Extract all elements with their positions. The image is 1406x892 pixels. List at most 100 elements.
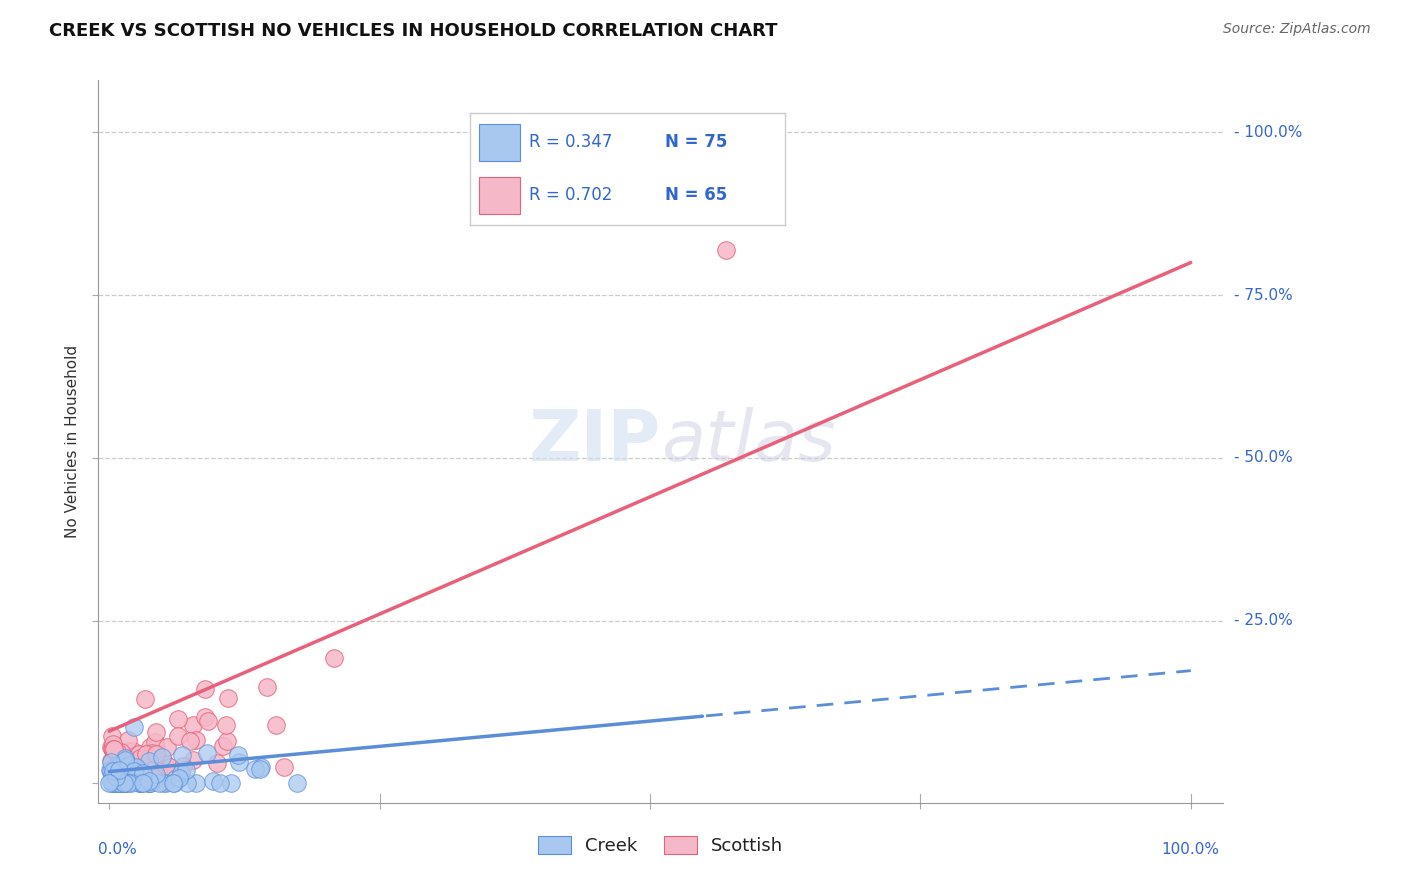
Point xyxy=(132,766,155,780)
Point xyxy=(101,741,124,756)
Point xyxy=(107,763,129,777)
Point xyxy=(256,680,278,694)
Point xyxy=(194,681,217,696)
Point xyxy=(117,752,139,766)
Point xyxy=(105,776,128,790)
Text: - 50.0%: - 50.0% xyxy=(1234,450,1292,466)
Point xyxy=(153,755,176,769)
Point xyxy=(118,760,141,774)
Point xyxy=(117,744,139,758)
Point xyxy=(195,747,218,761)
Text: Source: ZipAtlas.com: Source: ZipAtlas.com xyxy=(1223,22,1371,37)
Point xyxy=(141,746,163,760)
Point xyxy=(98,776,121,790)
Point xyxy=(166,713,188,727)
Point xyxy=(138,754,160,768)
Point xyxy=(243,762,266,776)
Text: CREEK VS SCOTTISH NO VEHICLES IN HOUSEHOLD CORRELATION CHART: CREEK VS SCOTTISH NO VEHICLES IN HOUSEHO… xyxy=(49,22,778,40)
Point xyxy=(145,725,167,739)
Point xyxy=(101,768,124,782)
Point xyxy=(217,733,239,747)
Point xyxy=(172,748,194,763)
Point xyxy=(264,718,287,732)
Point xyxy=(217,691,239,706)
Text: 100.0%: 100.0% xyxy=(1161,842,1220,857)
Point xyxy=(129,776,152,790)
Point xyxy=(110,776,132,790)
Point xyxy=(148,764,170,779)
Point xyxy=(155,766,177,780)
Point xyxy=(226,748,249,763)
Point xyxy=(98,763,121,777)
Point xyxy=(120,776,142,790)
Point xyxy=(112,776,135,790)
Point xyxy=(105,770,128,784)
Point xyxy=(131,768,153,782)
Point xyxy=(211,739,233,753)
Point xyxy=(162,776,184,790)
Point xyxy=(105,776,128,790)
Point xyxy=(103,776,125,790)
Point xyxy=(117,732,139,747)
Point xyxy=(155,775,177,789)
Point xyxy=(107,760,129,774)
Point xyxy=(101,764,124,778)
Point xyxy=(105,757,128,772)
Point xyxy=(148,776,170,790)
Point xyxy=(142,771,165,785)
Point xyxy=(156,770,179,784)
Point xyxy=(107,760,129,774)
Point xyxy=(184,732,207,747)
Point xyxy=(114,776,136,790)
Text: - 100.0%: - 100.0% xyxy=(1234,125,1302,140)
Point xyxy=(103,741,125,756)
Point xyxy=(104,770,127,784)
Point xyxy=(139,776,162,790)
Point xyxy=(585,138,607,153)
Point xyxy=(202,773,225,788)
Point xyxy=(134,692,156,706)
Point xyxy=(125,753,148,767)
Point xyxy=(145,747,167,761)
Text: - 75.0%: - 75.0% xyxy=(1234,287,1292,302)
Point xyxy=(152,776,174,790)
Point xyxy=(129,776,152,790)
Point xyxy=(181,753,204,767)
Point xyxy=(132,776,155,790)
Point xyxy=(101,740,124,755)
Point xyxy=(285,776,308,790)
Point xyxy=(108,776,131,790)
Point xyxy=(129,751,152,765)
Point xyxy=(179,734,201,748)
Point xyxy=(181,718,204,732)
Point xyxy=(273,759,295,773)
Point xyxy=(194,709,217,723)
Point xyxy=(124,759,146,773)
Point xyxy=(156,740,179,755)
Point xyxy=(122,720,145,734)
Point xyxy=(128,776,150,790)
Point xyxy=(249,762,271,776)
Point xyxy=(100,774,122,789)
Text: 0.0%: 0.0% xyxy=(98,842,138,857)
Point xyxy=(101,744,124,758)
Point xyxy=(205,756,228,770)
Point xyxy=(114,753,136,767)
Point xyxy=(107,776,129,790)
Point xyxy=(128,747,150,761)
Point xyxy=(135,747,157,762)
Point xyxy=(108,763,131,777)
Point xyxy=(118,757,141,772)
Point xyxy=(323,650,346,665)
Point xyxy=(100,756,122,770)
Point xyxy=(115,776,138,790)
Point xyxy=(145,767,167,781)
Point xyxy=(103,773,125,788)
Point xyxy=(170,766,193,780)
Point xyxy=(101,729,124,743)
Point xyxy=(169,772,191,786)
Point xyxy=(138,773,160,788)
Text: atlas: atlas xyxy=(661,407,835,476)
Point xyxy=(219,776,242,790)
Point xyxy=(114,751,136,765)
